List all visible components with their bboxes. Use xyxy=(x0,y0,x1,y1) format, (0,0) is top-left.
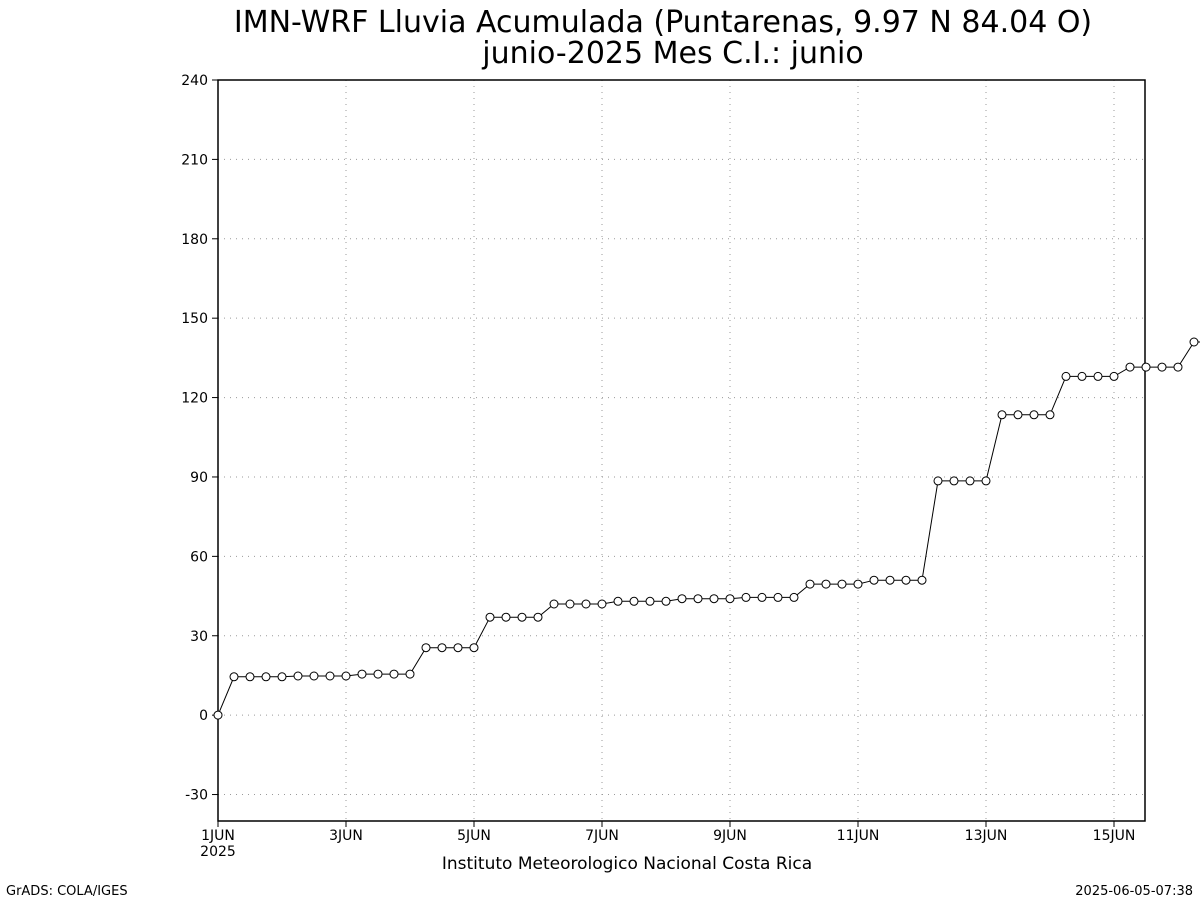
data-point xyxy=(357,669,367,679)
x-tick-label: 1JUN xyxy=(201,828,235,844)
data-point xyxy=(1013,410,1023,420)
data-point xyxy=(629,596,639,606)
data-point xyxy=(597,599,607,609)
data-point xyxy=(1125,362,1135,372)
plot-frame xyxy=(217,79,1146,822)
y-tick-label: 60 xyxy=(190,549,208,565)
x-tick-label: 13JUN xyxy=(965,828,1008,844)
rainfall-series xyxy=(213,337,1200,720)
y-tick-label: 210 xyxy=(181,152,208,168)
data-point xyxy=(501,612,511,622)
data-point xyxy=(837,579,847,589)
data-point xyxy=(1045,410,1055,420)
data-point xyxy=(1109,371,1119,381)
data-point xyxy=(869,575,879,585)
x-tick-label: 9JUN xyxy=(713,828,747,844)
data-point xyxy=(1141,362,1151,372)
data-point xyxy=(997,410,1007,420)
data-point xyxy=(325,671,335,681)
x-tick-label: 7JUN xyxy=(585,828,619,844)
data-point xyxy=(949,476,959,486)
data-point xyxy=(469,643,479,653)
data-point xyxy=(581,599,591,609)
chart-subtitle: junio-2025 Mes C.I.: junio xyxy=(481,36,863,71)
data-point xyxy=(853,579,863,589)
data-point xyxy=(453,643,463,653)
data-point xyxy=(517,612,527,622)
gridlines xyxy=(218,80,1145,821)
data-point xyxy=(1157,362,1167,372)
data-point xyxy=(901,575,911,585)
data-point xyxy=(1061,371,1071,381)
data-point xyxy=(677,594,687,604)
y-tick-label: 120 xyxy=(181,391,208,407)
data-point xyxy=(613,596,623,606)
series-line xyxy=(217,341,1200,716)
data-point xyxy=(485,612,495,622)
institution-label: Instituto Meteorologico Nacional Costa R… xyxy=(442,854,812,874)
y-tick-label: 90 xyxy=(190,470,208,486)
data-point xyxy=(805,579,815,589)
data-point xyxy=(565,599,575,609)
data-point xyxy=(437,643,447,653)
data-point xyxy=(213,710,223,720)
data-point xyxy=(1093,371,1103,381)
data-point xyxy=(405,669,415,679)
data-point xyxy=(309,671,319,681)
data-point xyxy=(1189,337,1199,347)
x-tick-label: 15JUN xyxy=(1093,828,1136,844)
data-point xyxy=(773,592,783,602)
data-point xyxy=(421,643,431,653)
data-point xyxy=(373,669,383,679)
y-tick-label: 180 xyxy=(181,232,208,248)
software-credit: GrADS: COLA/IGES xyxy=(6,884,128,899)
x-tick-label: 3JUN xyxy=(329,828,363,844)
data-point xyxy=(821,579,831,589)
data-point xyxy=(709,594,719,604)
y-tick-label: 240 xyxy=(181,73,208,89)
data-point xyxy=(1029,410,1039,420)
data-point xyxy=(933,476,943,486)
data-point xyxy=(789,592,799,602)
data-point xyxy=(1077,371,1087,381)
x-tick-sublabel: 2025 xyxy=(200,844,236,860)
timestamp-label: 2025-06-05-07:38 xyxy=(1075,884,1193,899)
data-point xyxy=(661,596,671,606)
x-tick-label: 11JUN xyxy=(837,828,880,844)
data-point xyxy=(533,612,543,622)
data-point xyxy=(885,575,895,585)
data-point xyxy=(693,594,703,604)
y-tick-label: 30 xyxy=(190,629,208,645)
y-tick-label: 0 xyxy=(199,708,208,724)
data-point xyxy=(645,596,655,606)
data-point xyxy=(293,671,303,681)
data-point xyxy=(981,476,991,486)
data-point xyxy=(917,575,927,585)
data-point xyxy=(229,672,239,682)
data-point xyxy=(341,671,351,681)
data-point xyxy=(757,592,767,602)
data-point xyxy=(741,592,751,602)
data-point xyxy=(725,594,735,604)
x-tick-label: 5JUN xyxy=(457,828,491,844)
chart-title: IMN-WRF Lluvia Acumulada (Puntarenas, 9.… xyxy=(234,5,1092,40)
data-point xyxy=(245,672,255,682)
y-tick-label: 150 xyxy=(181,311,208,327)
data-point xyxy=(1173,362,1183,372)
data-point xyxy=(549,599,559,609)
data-point xyxy=(277,672,287,682)
data-point xyxy=(389,669,399,679)
data-point xyxy=(965,476,975,486)
data-point xyxy=(261,672,271,682)
y-tick-label: -30 xyxy=(185,788,208,804)
